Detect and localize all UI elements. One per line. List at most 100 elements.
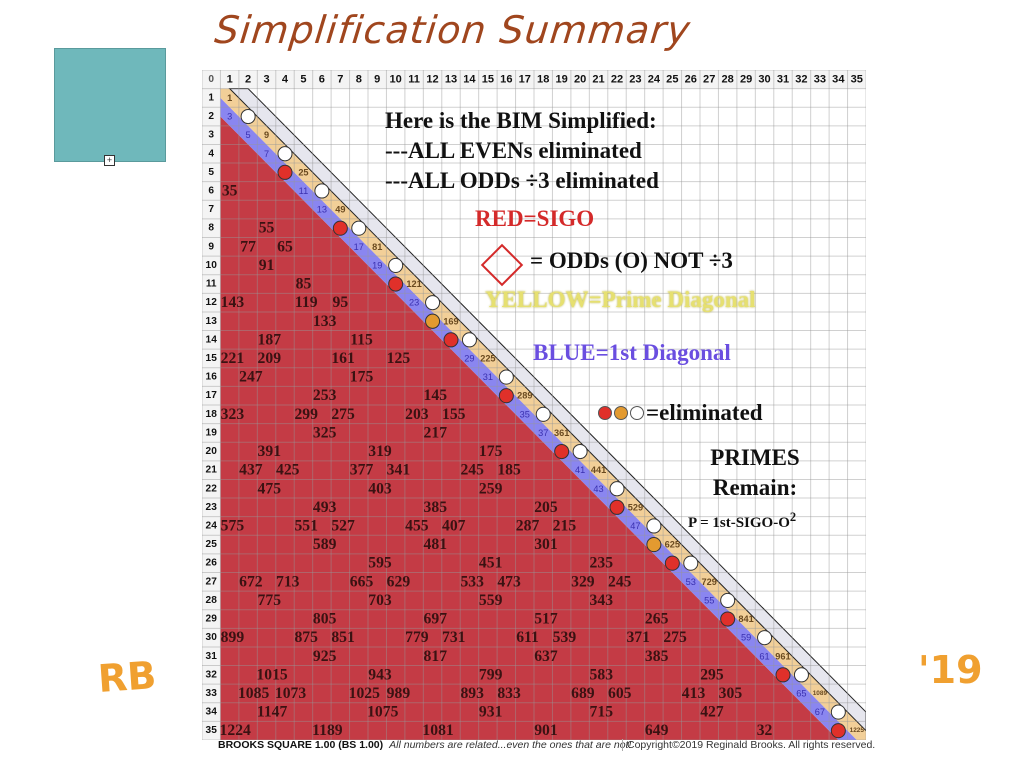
sigo-number: 715 bbox=[590, 704, 614, 721]
column-header: 7 bbox=[337, 73, 343, 85]
blue-cell-number: 61 bbox=[759, 651, 769, 661]
column-header: 19 bbox=[556, 73, 568, 85]
column-header: 2 bbox=[245, 73, 251, 85]
yellow-cell-number: 729 bbox=[702, 577, 717, 587]
yellow-cell-number: 841 bbox=[738, 614, 753, 624]
sigo-number: 175 bbox=[479, 443, 503, 460]
red-circle-marker bbox=[278, 165, 292, 179]
sigo-number: 371 bbox=[626, 629, 650, 646]
row-header: 30 bbox=[206, 632, 218, 643]
blue-cell-number: 47 bbox=[630, 521, 640, 531]
column-header: 23 bbox=[629, 73, 641, 85]
white-circle-marker bbox=[278, 147, 292, 161]
sigo-number: 805 bbox=[313, 610, 337, 627]
sigo-number: 115 bbox=[350, 331, 373, 348]
column-header: 24 bbox=[648, 73, 661, 85]
column-header: 8 bbox=[356, 73, 362, 85]
sigo-number: 221 bbox=[221, 350, 245, 367]
yellow-cell-number: 9 bbox=[264, 130, 269, 140]
sigo-number: 77 bbox=[240, 238, 256, 255]
sigo-number: 943 bbox=[368, 666, 392, 683]
column-header: 16 bbox=[500, 73, 512, 85]
sigo-number: 385 bbox=[645, 648, 669, 665]
sigo-number: 665 bbox=[350, 573, 374, 590]
sigo-number: 437 bbox=[239, 462, 263, 479]
white-circle-marker bbox=[315, 184, 329, 198]
row-header: 13 bbox=[206, 316, 218, 327]
column-header: 25 bbox=[666, 73, 678, 85]
column-header: 31 bbox=[777, 73, 789, 85]
white-circle-marker bbox=[499, 370, 513, 384]
row-header: 26 bbox=[206, 558, 218, 569]
intro-line: Here is the BIM Simplified: bbox=[385, 108, 657, 133]
yellow-legend: YELLOW=Prime Diagonal bbox=[485, 287, 756, 312]
sigo-number: 1224 bbox=[220, 722, 251, 739]
row-header: 2 bbox=[208, 111, 214, 122]
resize-handle-icon[interactable]: + bbox=[104, 155, 115, 166]
sigo-number: 275 bbox=[331, 406, 355, 423]
row-header: 12 bbox=[206, 297, 218, 308]
column-header: 28 bbox=[722, 73, 734, 85]
white-circle-marker bbox=[241, 109, 255, 123]
sigo-number: 989 bbox=[387, 685, 411, 702]
column-header: 9 bbox=[374, 73, 380, 85]
row-header: 16 bbox=[206, 372, 218, 383]
sigo-number: 575 bbox=[221, 517, 245, 534]
sigo-number: 413 bbox=[682, 685, 706, 702]
sigo-number: 133 bbox=[313, 313, 337, 330]
sigo-number: 901 bbox=[534, 722, 558, 739]
row-header: 4 bbox=[208, 148, 214, 159]
red-circle-marker bbox=[333, 221, 347, 235]
red-legend: RED=SIGO bbox=[475, 206, 595, 231]
teal-shape[interactable] bbox=[54, 48, 166, 162]
primes-remain: PRIMES Remain: bbox=[680, 443, 830, 503]
eliminated-legend: =eliminated bbox=[598, 400, 763, 426]
row-header: 25 bbox=[206, 539, 218, 550]
blue-cell-number: 19 bbox=[372, 260, 382, 270]
column-header: 11 bbox=[408, 73, 420, 85]
sigo-number: 209 bbox=[258, 350, 282, 367]
sigo-number: 403 bbox=[368, 480, 392, 497]
row-header: 7 bbox=[208, 204, 214, 215]
row-header: 27 bbox=[206, 576, 218, 587]
row-header: 21 bbox=[206, 465, 218, 476]
row-header: 24 bbox=[206, 520, 218, 531]
corner-label: 0 bbox=[208, 74, 214, 85]
yellow-cell-number: 529 bbox=[628, 502, 643, 512]
red-circle-icon bbox=[598, 406, 612, 420]
sigo-number: 605 bbox=[608, 685, 632, 702]
sigo-number: 185 bbox=[497, 462, 521, 479]
sigo-number: 689 bbox=[571, 685, 595, 702]
sigo-number: 325 bbox=[313, 424, 337, 441]
red-circle-marker bbox=[665, 556, 679, 570]
sigo-number: 55 bbox=[259, 220, 275, 237]
column-header: 27 bbox=[703, 73, 715, 85]
sigo-number: 1015 bbox=[256, 666, 287, 683]
sigo-number: 65 bbox=[277, 238, 293, 255]
column-header: 17 bbox=[519, 73, 531, 85]
sigo-number: 275 bbox=[663, 629, 687, 646]
evens-line: ---ALL EVENs eliminated bbox=[385, 138, 642, 163]
product-name: BROOKS SQUARE 1.00 (BS 1.00) bbox=[218, 739, 384, 751]
column-header: 35 bbox=[851, 73, 863, 85]
column-header: 3 bbox=[263, 73, 269, 85]
row-header: 23 bbox=[206, 502, 218, 513]
sigo-number: 119 bbox=[295, 294, 318, 311]
blue-cell-number: 13 bbox=[317, 205, 327, 215]
red-circle-marker bbox=[610, 500, 624, 514]
sigo-number: 427 bbox=[700, 704, 724, 721]
column-header: 20 bbox=[574, 73, 586, 85]
yellow-cell-number: 1 bbox=[227, 93, 232, 103]
sigo-number: 305 bbox=[719, 685, 743, 702]
white-circle-marker bbox=[794, 668, 808, 682]
column-header: 1 bbox=[227, 73, 233, 85]
sigo-number: 343 bbox=[590, 592, 614, 609]
yellow-cell-number: 49 bbox=[335, 205, 345, 215]
sigo-number: 779 bbox=[405, 629, 429, 646]
white-circle-marker bbox=[684, 556, 698, 570]
yellow-cell-number: 81 bbox=[372, 242, 382, 252]
column-header: 18 bbox=[537, 73, 549, 85]
blue-cell-number: 43 bbox=[593, 484, 603, 494]
blue-cell-number: 31 bbox=[483, 372, 493, 382]
sigo-number: 32 bbox=[757, 722, 773, 739]
